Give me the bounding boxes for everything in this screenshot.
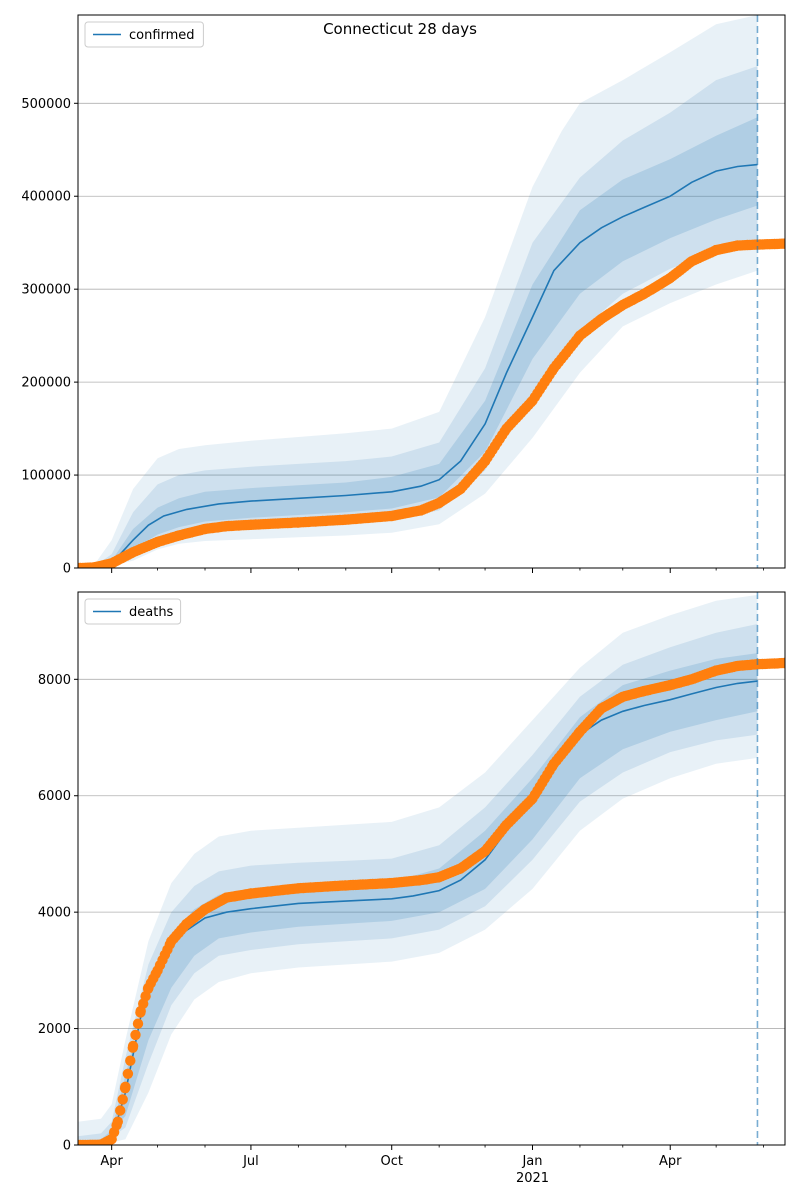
axes-frame (77, 591, 786, 1146)
band-inner (78, 117, 758, 568)
y-tick-label: 6000 (38, 789, 71, 804)
observed-point (115, 1105, 126, 1116)
x-tick-label: Jul (242, 1154, 259, 1169)
observed-point (125, 1055, 136, 1066)
band-inner (78, 653, 758, 1145)
figure-title: Connecticut 28 days (323, 20, 477, 38)
band-outer (78, 594, 758, 1145)
y-tick-label: 4000 (38, 906, 71, 921)
x-tick-sublabel: 2021 (516, 1171, 549, 1186)
y-tick-label: 500000 (21, 97, 71, 112)
legend-label: deaths (129, 605, 174, 620)
legend-box (84, 21, 204, 48)
y-tick-label: 300000 (21, 283, 71, 298)
y-tick-label: 0 (63, 562, 71, 577)
plot-area (78, 592, 785, 1145)
x-tick-label: Jan (521, 1154, 542, 1169)
x-tick-label: Apr (100, 1154, 123, 1169)
y-tick-label: 200000 (21, 376, 71, 391)
x-tick-label: Oct (380, 1154, 402, 1169)
y-tick-label: 0 (63, 1139, 71, 1154)
x-tick-label: Apr (659, 1154, 682, 1169)
plot-area (78, 15, 785, 568)
y-tick-label: 8000 (38, 673, 71, 688)
observed-point (122, 1068, 134, 1080)
axes-frame (77, 14, 786, 569)
y-tick-label: 400000 (21, 190, 71, 205)
observed-point (117, 1094, 128, 1105)
y-tick-label: 2000 (38, 1022, 71, 1037)
legend: deaths (84, 598, 182, 625)
band-middle (78, 66, 758, 568)
observed-point (127, 1040, 139, 1052)
confirmed-panel: 0 100000 200000 300000 400000 500000 confirmed (21, 14, 786, 577)
y-tick-label: 100000 (21, 469, 71, 484)
observed-point (779, 657, 785, 669)
legend: confirmed (84, 21, 204, 48)
deaths-panel: 0 2000 4000 6000 8000 Apr Jul Oct Jan 2021 Apr deat… (38, 591, 786, 1186)
observed-point (120, 1081, 131, 1093)
observed-point (130, 1029, 141, 1041)
observed-point (779, 238, 785, 249)
observed-point (132, 1018, 144, 1029)
legend-box (84, 598, 182, 625)
series-line-confirmed (78, 163, 758, 568)
observed-markers (78, 657, 785, 1145)
observed-point (112, 1116, 124, 1127)
band-outer (78, 15, 758, 568)
observed-markers (78, 238, 785, 568)
legend-label: confirmed (129, 28, 195, 43)
